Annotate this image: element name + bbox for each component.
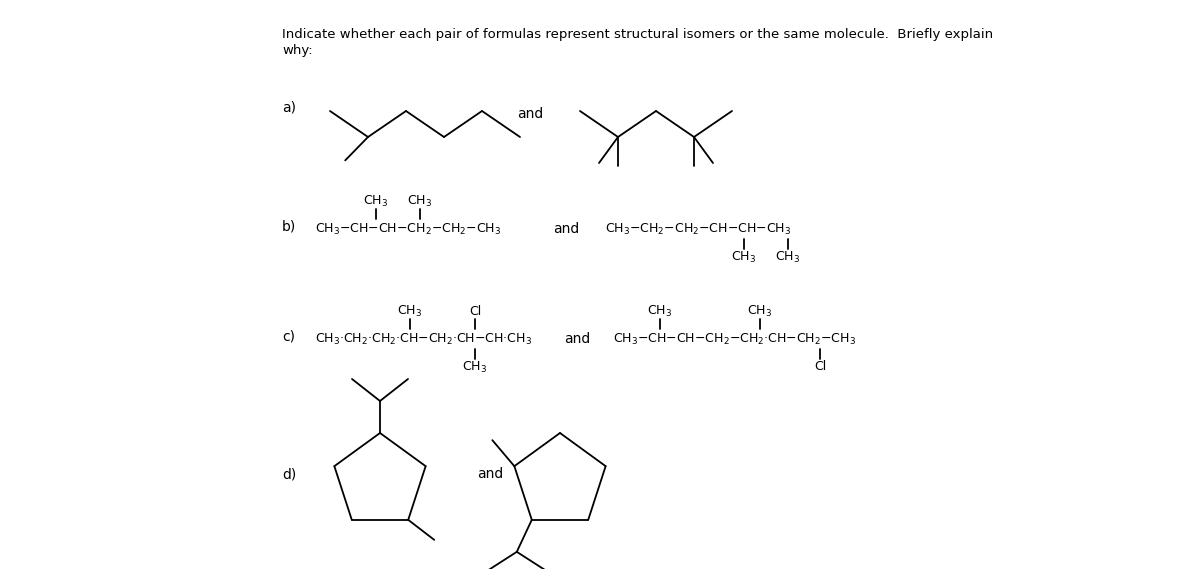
Text: CH$_3$·CH$_2$·CH$_2$·CH−CH$_2$·CH−CH·CH$_3$: CH$_3$·CH$_2$·CH$_2$·CH−CH$_2$·CH−CH·CH$… [314,332,532,347]
Text: Indicate whether each pair of formulas represent structural isomers or the same : Indicate whether each pair of formulas r… [282,28,994,41]
Text: CH$_3$: CH$_3$ [397,303,422,319]
Text: CH$_3$−CH−CH−CH$_2$−CH$_2$−CH$_3$: CH$_3$−CH−CH−CH$_2$−CH$_2$−CH$_3$ [314,221,502,237]
Text: and: and [564,332,590,346]
Text: CH$_3$: CH$_3$ [408,193,432,209]
Text: CH$_3$: CH$_3$ [775,249,800,265]
Text: CH$_3$−CH$_2$−CH$_2$−CH−CH−CH$_3$: CH$_3$−CH$_2$−CH$_2$−CH−CH−CH$_3$ [605,221,791,237]
Text: b): b) [282,219,296,233]
Text: and: and [517,107,544,121]
Text: a): a) [282,100,296,114]
Text: and: and [553,222,580,236]
Text: CH$_3$: CH$_3$ [364,193,389,209]
Text: d): d) [282,467,296,481]
Text: CH$_3$: CH$_3$ [748,303,773,319]
Text: why:: why: [282,44,313,57]
Text: c): c) [282,330,295,344]
Text: Cl: Cl [469,304,481,318]
Text: CH$_3$: CH$_3$ [732,249,756,265]
Text: CH$_3$: CH$_3$ [648,303,672,319]
Text: CH$_3$: CH$_3$ [462,360,487,374]
Text: CH$_3$−CH−CH−CH$_2$−CH$_2$·CH−CH$_2$−CH$_3$: CH$_3$−CH−CH−CH$_2$−CH$_2$·CH−CH$_2$−CH$… [613,332,856,347]
Text: and: and [476,467,503,481]
Text: Cl: Cl [814,361,826,373]
